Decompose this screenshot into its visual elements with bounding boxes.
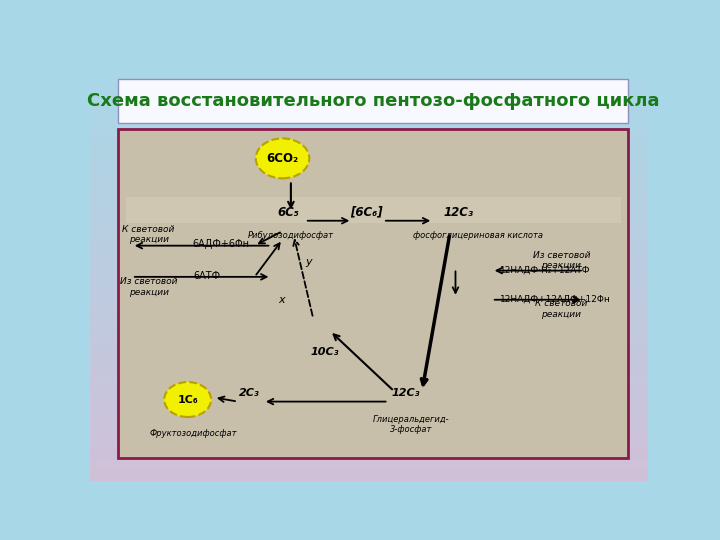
Text: 12НАДФ+12АДФ+12Φн: 12НАДФ+12АДФ+12Φн (500, 294, 611, 303)
Bar (90, 325, 648, 335)
FancyBboxPatch shape (118, 129, 629, 458)
Bar (90, 377, 648, 387)
Bar (90, 439, 648, 449)
Bar (90, 335, 648, 346)
Text: 6CO₂: 6CO₂ (266, 152, 299, 165)
Bar (90, 148, 648, 158)
Text: 12НАДФ·Н₂+12АТФ: 12НАДФ·Н₂+12АТФ (500, 265, 590, 274)
Bar (90, 366, 648, 377)
FancyBboxPatch shape (126, 198, 621, 223)
Bar (90, 346, 648, 356)
Bar (90, 168, 648, 179)
Bar (90, 314, 648, 325)
Text: Фруктозодифосфат: Фруктозодифосфат (150, 429, 237, 438)
Text: 2C₃: 2C₃ (238, 388, 259, 399)
Text: [6C₆]: [6C₆] (350, 206, 382, 219)
Bar (90, 356, 648, 366)
Text: К световой
реакции: К световой реакции (536, 299, 588, 319)
Bar (90, 387, 648, 397)
Bar (90, 190, 648, 200)
Bar (90, 158, 648, 168)
Bar (90, 293, 648, 304)
Bar (90, 470, 648, 481)
Text: y: y (306, 257, 312, 267)
Text: x: x (278, 295, 284, 305)
Text: 1C₆: 1C₆ (177, 395, 198, 404)
Bar (90, 283, 648, 294)
Bar (90, 127, 648, 138)
Bar (90, 418, 648, 429)
Text: 6АДФ+6Φн: 6АДФ+6Φн (193, 239, 250, 249)
Text: Рибулозодифосфат: Рибулозодифосфат (248, 231, 334, 240)
Text: К световой
реакции: К световой реакции (122, 225, 175, 244)
Text: 10C₃: 10C₃ (310, 347, 338, 357)
Text: фосфоглицериновая кислота: фосфоглицериновая кислота (413, 231, 543, 240)
Bar (90, 179, 648, 190)
Bar (90, 408, 648, 418)
Bar (90, 138, 648, 148)
Text: 6C₅: 6C₅ (277, 206, 299, 219)
Bar (90, 231, 648, 241)
Bar (90, 449, 648, 460)
Bar (90, 65, 648, 75)
Bar (90, 460, 648, 470)
Circle shape (164, 382, 211, 417)
Bar (90, 304, 648, 314)
Bar (90, 221, 648, 231)
Bar (90, 211, 648, 221)
Bar (90, 252, 648, 262)
Text: 12C₃: 12C₃ (391, 388, 420, 399)
Text: Глицеральдегид-
3-фосфат: Глицеральдегид- 3-фосфат (372, 415, 449, 434)
Bar (90, 429, 648, 439)
Bar (90, 75, 648, 85)
Text: Из световой
реакции: Из световой реакции (120, 277, 177, 296)
Bar (90, 273, 648, 283)
Bar (90, 96, 648, 106)
Bar (90, 200, 648, 210)
Bar (90, 262, 648, 273)
Text: 6АТФ: 6АТФ (194, 271, 221, 281)
Bar (90, 85, 648, 96)
Bar (90, 117, 648, 127)
Bar (90, 106, 648, 117)
Text: Схема восстановительного пентозо-фосфатного цикла: Схема восстановительного пентозо-фосфатн… (87, 92, 660, 110)
Text: 12C₃: 12C₃ (444, 206, 473, 219)
FancyBboxPatch shape (118, 79, 629, 123)
Circle shape (256, 138, 310, 178)
Text: Из световой
реакции: Из световой реакции (533, 251, 590, 270)
Bar (90, 397, 648, 408)
Bar (90, 241, 648, 252)
